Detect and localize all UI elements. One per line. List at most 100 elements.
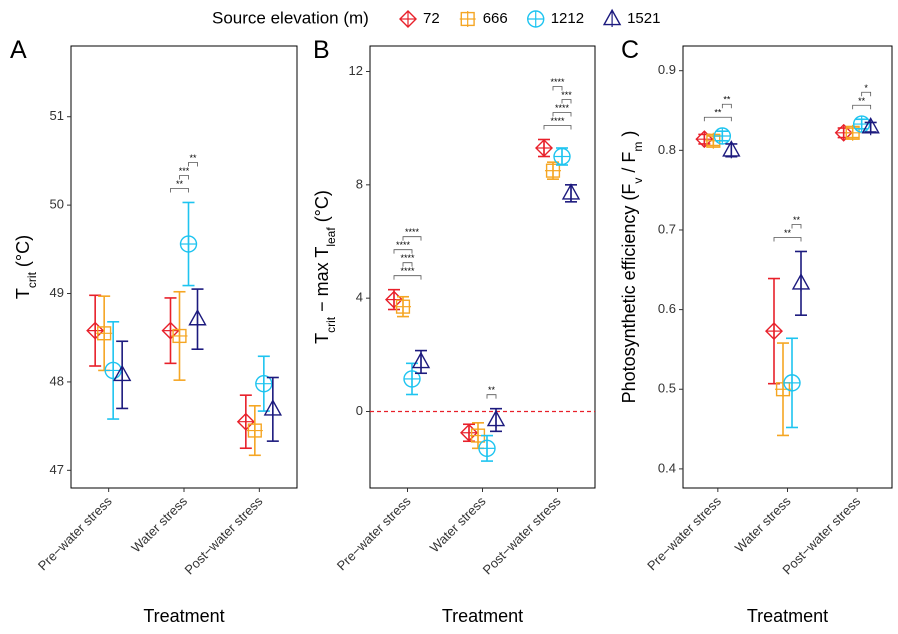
panel-label: A — [10, 36, 27, 64]
legend-title: Source elevation (m) — [212, 8, 369, 27]
y-tick-label: 12 — [349, 63, 363, 78]
y-axis-title-part: crit — [324, 316, 338, 333]
y-tick-label: 4 — [356, 290, 363, 305]
y-tick-label: 49 — [50, 285, 64, 300]
y-axis-title-part: T — [13, 288, 33, 299]
marker — [791, 273, 811, 292]
y-axis-title: Photosynthetic efficiency (Fv / Fm ) — [619, 131, 645, 404]
significance-label: ** — [723, 95, 731, 105]
marker — [263, 399, 283, 418]
marker — [602, 8, 622, 27]
y-tick-label: 50 — [50, 197, 64, 212]
x-tick-label: Post−water stress — [182, 493, 266, 577]
y-tick-label: 0 — [356, 403, 363, 418]
marker — [399, 10, 417, 28]
marker — [395, 298, 411, 315]
significance-label: *** — [561, 90, 572, 100]
significance-bracket — [393, 249, 413, 254]
marker — [535, 139, 553, 157]
marker — [460, 423, 478, 442]
y-axis-title: Tcrit − max Tleaf (°C) — [312, 190, 338, 344]
legend-label: 72 — [423, 10, 440, 27]
significance-bracket — [179, 175, 189, 180]
y-axis-title-part: T — [312, 333, 332, 344]
marker — [783, 374, 801, 392]
significance-label: ** — [176, 179, 184, 189]
y-axis-title-part: / F — [619, 152, 639, 178]
significance-bracket — [170, 188, 189, 193]
significance-bracket — [552, 86, 563, 91]
significance-label: ** — [784, 228, 792, 238]
significance-bracket — [861, 91, 872, 97]
x-tick-label: Water stress — [732, 493, 794, 555]
significance-label: * — [864, 83, 868, 93]
significance-bracket — [393, 275, 422, 280]
y-axis-title-part: − max T — [312, 247, 332, 317]
significance-bracket — [486, 394, 497, 399]
marker — [236, 412, 255, 431]
significance-label: **** — [555, 103, 570, 113]
significance-label: **** — [400, 266, 415, 276]
marker — [255, 374, 273, 393]
marker — [246, 422, 263, 439]
plot-frame — [70, 45, 298, 489]
y-tick-label: 0.8 — [658, 142, 676, 157]
marker — [179, 235, 198, 253]
legend-label: 1212 — [551, 10, 584, 27]
marker — [96, 325, 113, 342]
y-tick-label: 0.9 — [658, 62, 676, 77]
y-axis-title-part: leaf — [324, 227, 338, 247]
significance-label: ** — [793, 215, 801, 225]
x-axis-title: Treatment — [143, 606, 224, 626]
marker — [545, 162, 561, 179]
significance-bracket — [791, 224, 802, 229]
significance-bracket — [721, 103, 732, 109]
marker — [403, 370, 421, 388]
significance-bracket — [402, 262, 413, 267]
marker — [459, 11, 476, 27]
marker — [161, 321, 180, 340]
marker — [478, 439, 496, 458]
significance-bracket — [402, 236, 422, 241]
marker — [188, 308, 207, 328]
marker — [861, 116, 880, 136]
significance-label: *** — [179, 166, 190, 176]
x-tick-label: Pre−water stress — [644, 493, 724, 573]
significance-bracket — [543, 125, 572, 130]
y-axis-title-part: (°C) — [13, 235, 33, 272]
legend-label: 1521 — [627, 10, 660, 27]
y-axis-title-part: Photosynthetic efficiency (F — [619, 184, 639, 404]
marker — [112, 364, 132, 383]
marker — [486, 409, 506, 428]
significance-bracket — [561, 99, 572, 104]
marker — [713, 127, 732, 145]
marker — [844, 124, 861, 141]
marker — [411, 351, 431, 370]
y-tick-label: 48 — [50, 373, 64, 388]
x-tick-label: Water stress — [427, 493, 489, 555]
significance-label: ** — [858, 96, 866, 106]
significance-label: ** — [714, 108, 722, 118]
marker — [104, 361, 122, 380]
significance-label: **** — [550, 116, 565, 126]
significance-label: **** — [400, 253, 415, 263]
significance-label: ** — [488, 385, 496, 395]
marker — [765, 322, 783, 341]
significance-bracket — [852, 104, 872, 110]
panel-label: B — [313, 36, 330, 64]
significance-bracket — [703, 116, 732, 122]
significance-label: **** — [396, 240, 411, 250]
x-tick-label: Pre−water stress — [35, 493, 115, 573]
x-tick-label: Post−water stress — [480, 493, 564, 577]
significance-bracket — [773, 237, 802, 242]
y-axis-title-part: ) — [619, 131, 639, 142]
significance-label: **** — [405, 227, 420, 237]
marker — [527, 10, 545, 28]
marker — [553, 147, 571, 166]
marker — [561, 183, 581, 202]
y-tick-label: 47 — [50, 462, 64, 477]
marker — [171, 327, 188, 344]
significance-label: **** — [550, 77, 565, 87]
y-axis-title-part: m — [631, 142, 645, 152]
